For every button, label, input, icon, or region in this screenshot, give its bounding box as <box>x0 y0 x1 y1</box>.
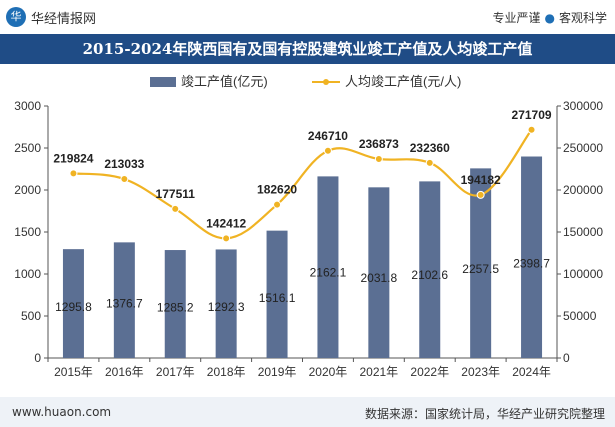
bar-value-label: 2257.5 <box>462 262 499 276</box>
bar <box>215 249 237 358</box>
bar-value-label: 1285.2 <box>157 300 194 314</box>
bar-value-label: 1295.8 <box>55 300 92 314</box>
legend: 竣工产值(亿元) 人均竣工产值(元/人) <box>150 74 461 89</box>
y-left-tick-label: 500 <box>21 309 41 323</box>
bar-value-label: 2162.1 <box>310 266 347 280</box>
line-value-label: 177511 <box>156 187 196 201</box>
x-tick-label: 2018年 <box>207 365 246 379</box>
y-right-tick-label: 50000 <box>563 309 597 323</box>
bar-value-label: 1376.7 <box>106 297 143 311</box>
slogan-tag-1: 专业严谨 <box>492 11 541 25</box>
footer-site: www.huaon.com <box>12 405 112 419</box>
footer-source: 数据来源：国家统计局，华经产业研究院整理 <box>364 407 605 421</box>
bar-value-label: 1516.1 <box>259 291 296 305</box>
y-right-tick-label: 100000 <box>563 267 603 281</box>
brand: 华 华经情报网 <box>6 7 96 27</box>
line-value-label: 219824 <box>53 151 93 165</box>
slogan-tags: 专业严谨 ● 客观科学 <box>492 9 607 26</box>
y-right-tick-label: 250000 <box>563 141 603 155</box>
bar-value-label: 1292.3 <box>208 300 245 314</box>
bar <box>317 176 339 358</box>
bar <box>470 168 492 358</box>
line-point <box>69 169 78 178</box>
x-axis: 2015年 2016年 2017年 2018年 2019年 2020年 2021年 2022年… <box>47 357 558 379</box>
bar <box>419 181 441 358</box>
footer: www.huaon.com 数据来源：国家统计局，华经产业研究院整理 <box>0 397 615 427</box>
y-left-tick-label: 1500 <box>14 225 41 239</box>
legend-line-label: 人均竣工产值(元/人) <box>345 74 461 89</box>
y-left-tick-label: 2500 <box>14 141 41 155</box>
bar-value-labels: 1295.8 1376.7 1285.2 1292.3 1516.1 2162.1 2031… <box>55 256 550 314</box>
slogan-tag-2: 客观科学 <box>558 11 607 25</box>
y-left-tick-label: 2000 <box>14 183 41 197</box>
bar <box>266 230 288 358</box>
line-point <box>374 155 383 164</box>
y-left-tick-label: 1000 <box>14 267 41 281</box>
line-point <box>273 200 282 209</box>
bar-value-label: 2398.7 <box>513 256 550 270</box>
y-axis-right: 0 50000 100000 150000 200000 250000 300000 <box>556 99 603 365</box>
top-bar: 华 华经情报网 专业严谨 ● 客观科学 <box>0 0 615 34</box>
line-series <box>69 125 536 243</box>
bar-series <box>62 156 543 358</box>
x-tick-label: 2017年 <box>156 365 195 379</box>
line-value-labels: 219824 213033 177511 142412 182620 246710 2368… <box>53 108 551 231</box>
y-right-tick-label: 200000 <box>563 183 603 197</box>
line-value-label: 236873 <box>359 137 399 151</box>
bar <box>164 250 186 358</box>
line-point <box>425 158 434 167</box>
legend-line-marker <box>323 79 329 85</box>
x-tick-label: 2024年 <box>512 365 551 379</box>
bar <box>521 156 543 358</box>
line-point <box>222 234 231 243</box>
x-tick-label: 2022年 <box>410 365 449 379</box>
line-value-label: 271709 <box>512 108 552 122</box>
line-value-label: 232360 <box>410 141 450 155</box>
line-point <box>527 125 536 134</box>
bar-value-label: 2102.6 <box>411 268 448 282</box>
x-tick-label: 2015年 <box>54 365 93 379</box>
line-point <box>323 146 332 155</box>
line-value-label: 194182 <box>461 173 501 187</box>
y-right-tick-label: 150000 <box>563 225 603 239</box>
x-tick-label: 2019年 <box>258 365 297 379</box>
y-left-tick-label: 0 <box>34 351 41 365</box>
separator-dot-icon: ● <box>544 11 555 25</box>
y-left-tick-label: 3000 <box>14 99 41 113</box>
line-point <box>120 175 129 184</box>
line-value-label: 246710 <box>308 129 348 143</box>
y-right-tick-label: 0 <box>563 351 570 365</box>
line-path <box>73 129 533 240</box>
line-value-label: 142412 <box>206 216 246 230</box>
bar <box>368 187 390 358</box>
y-right-tick-label: 300000 <box>563 99 603 113</box>
x-tick-label: 2023年 <box>461 365 500 379</box>
legend-bar-swatch <box>150 77 176 87</box>
chart-title: 2015-2024年陕西国有及国有控股建筑业竣工产值及人均竣工产值 <box>0 34 615 64</box>
y-axis-left: 0 500 1000 1500 2000 2500 3000 <box>14 99 49 365</box>
x-tick-label: 2020年 <box>309 365 348 379</box>
logo-icon: 华 <box>6 7 26 27</box>
x-tick-label: 2021年 <box>359 365 398 379</box>
brand-name: 华经情报网 <box>31 11 97 27</box>
bar <box>62 249 84 358</box>
line-point <box>171 204 180 213</box>
line-value-label: 182620 <box>257 183 297 197</box>
bar <box>113 242 135 358</box>
combo-chart: 竣工产值(亿元) 人均竣工产值(元/人) 0 500 1000 1500 2000 2500… <box>14 74 603 379</box>
line-point <box>476 190 485 199</box>
x-tick-label: 2016年 <box>105 365 144 379</box>
legend-bar-label: 竣工产值(亿元) <box>181 74 268 89</box>
bar-value-label: 2031.8 <box>360 271 397 285</box>
line-value-label: 213033 <box>104 157 144 171</box>
